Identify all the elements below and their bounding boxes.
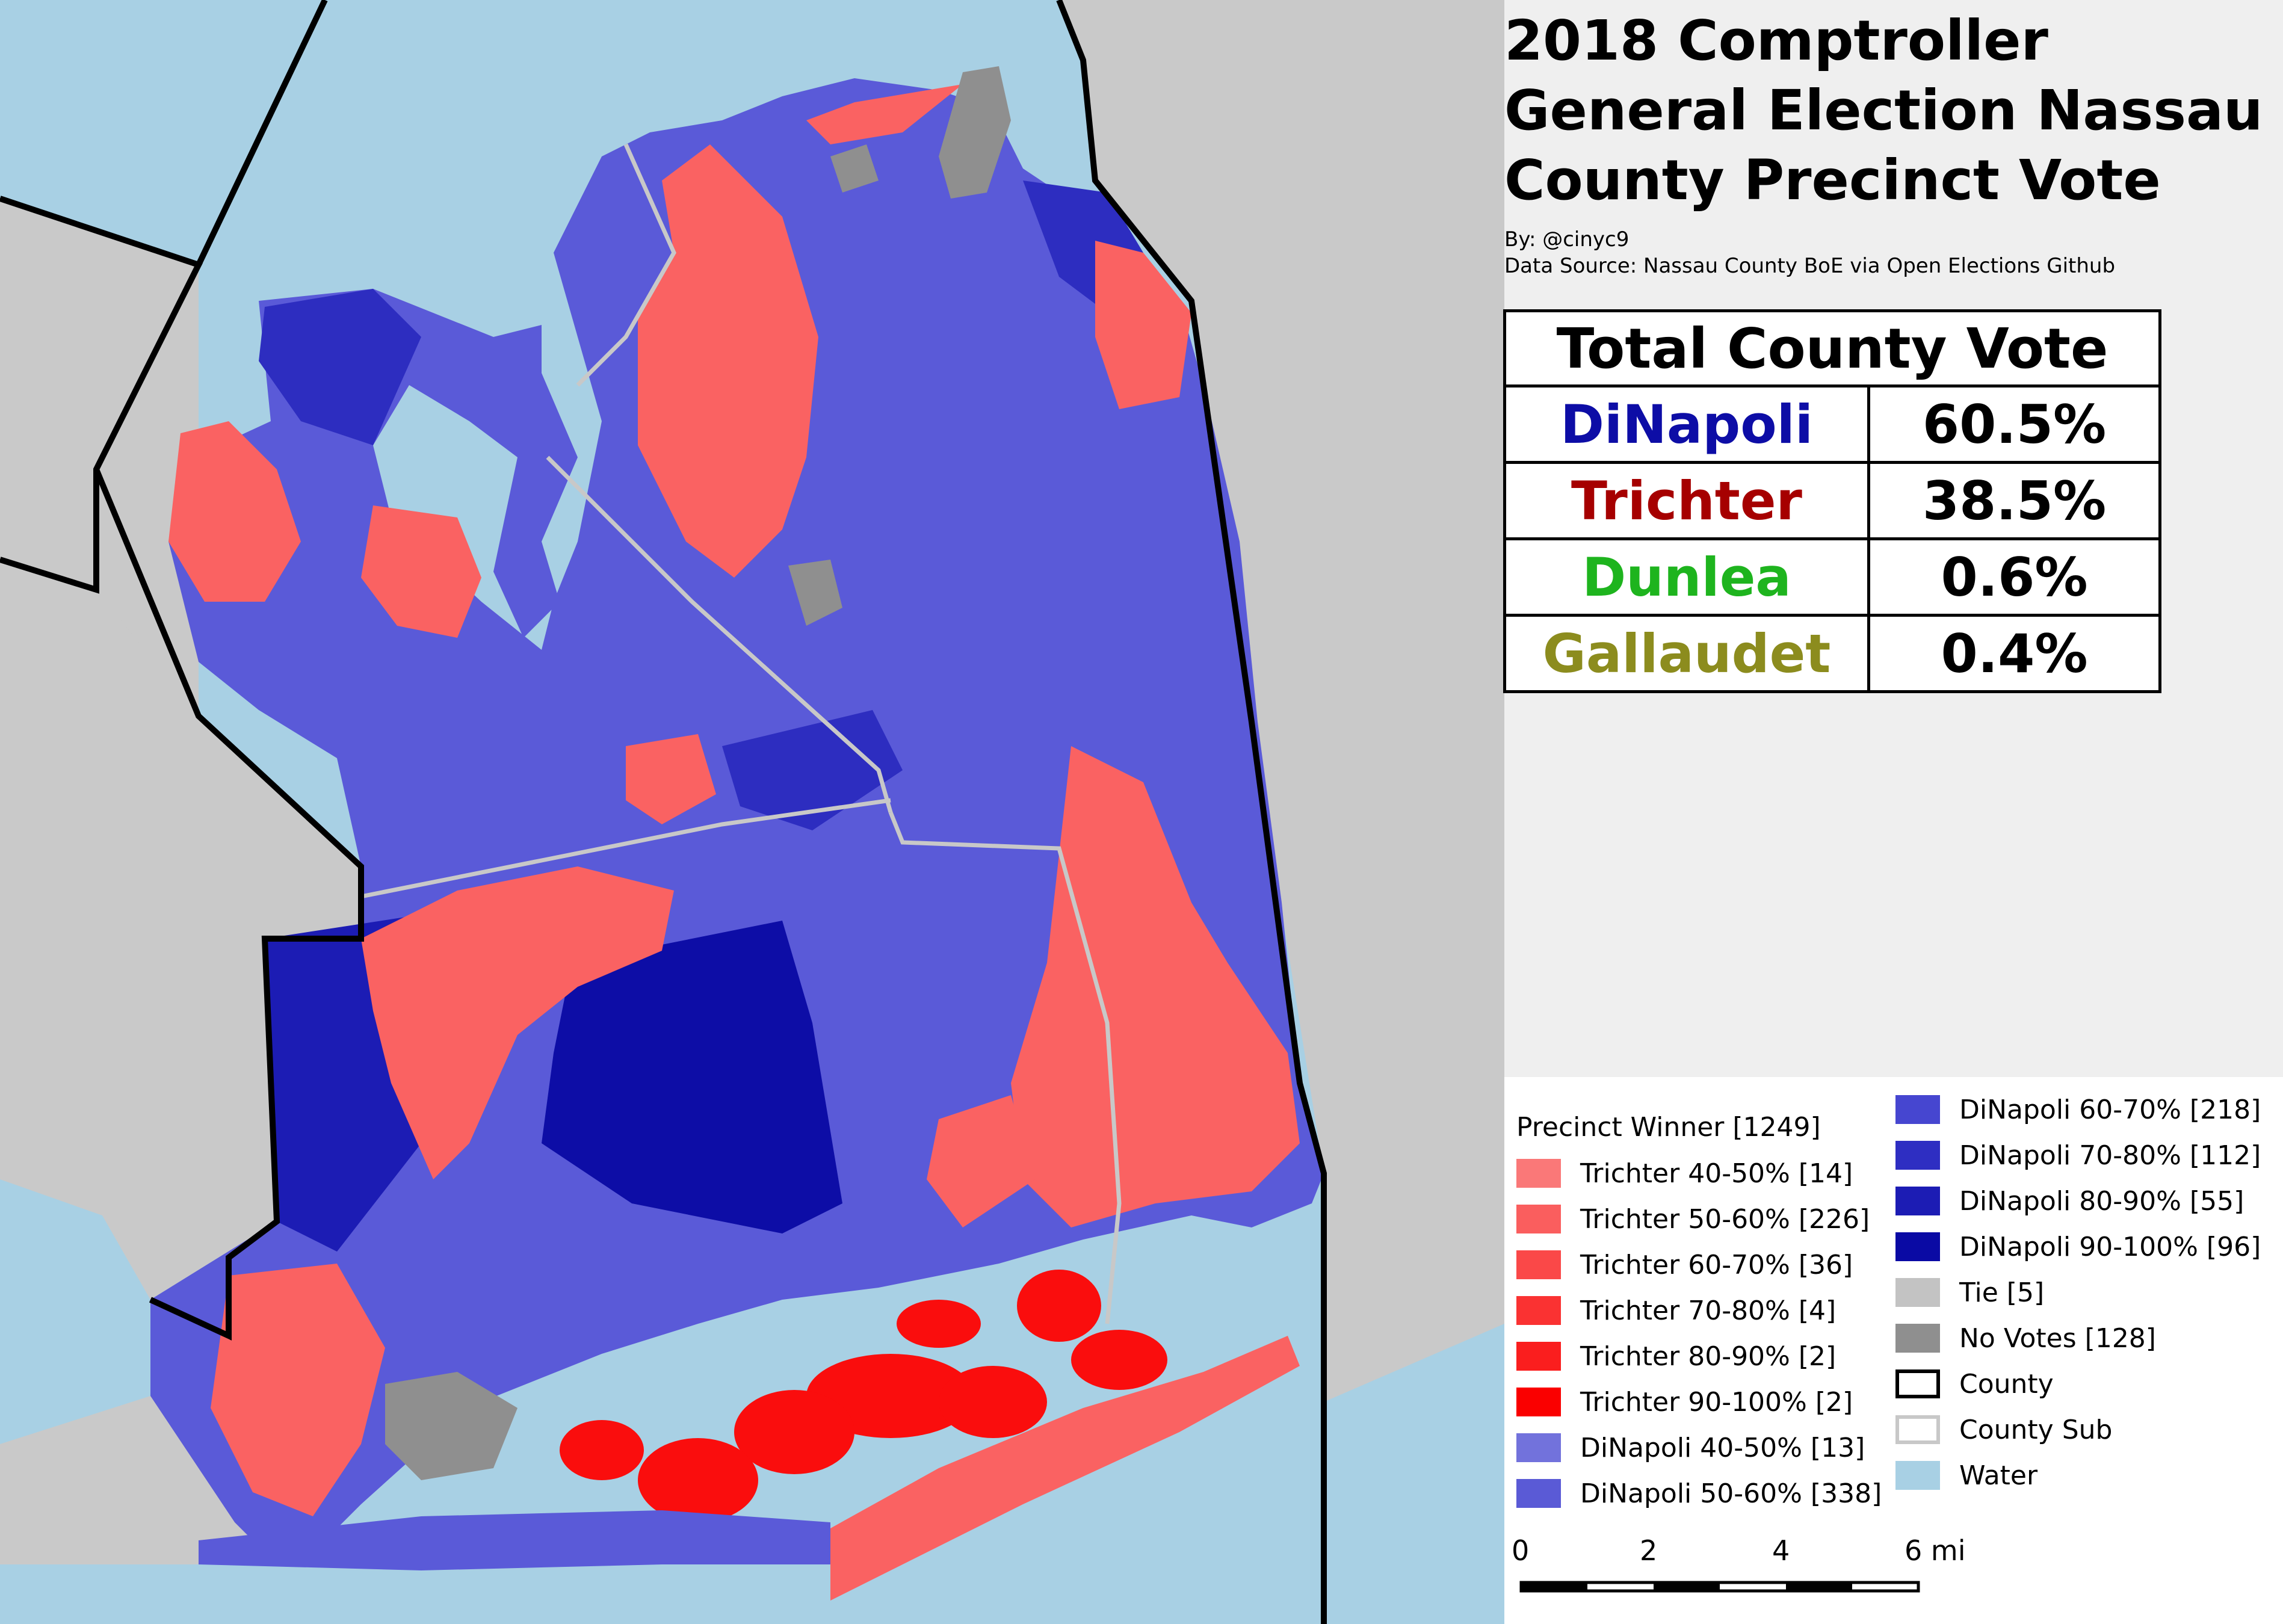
legend-label: Tie [5] — [1959, 1277, 2045, 1308]
legend-item: Trichter 90-100% [2] — [1516, 1379, 1882, 1425]
legend-swatch — [1895, 1415, 1940, 1444]
legend-label: Trichter 70-80% [4] — [1580, 1295, 1837, 1326]
legend-label: DiNapoli 70-80% [112] — [1959, 1140, 2261, 1171]
legend-swatch — [1895, 1369, 1940, 1398]
legend-label: DiNapoli 50-60% [338] — [1580, 1478, 1882, 1509]
legend-swatch — [1516, 1250, 1561, 1279]
legend-label: DiNapoli 90-100% [96] — [1959, 1231, 2261, 1262]
dinapoli-strong-areas — [259, 181, 1143, 1252]
candidate-percent: 60.5% — [1867, 384, 2161, 464]
scale-tick-2: 2 — [1640, 1534, 1658, 1567]
data-source: Data Source: Nassau County BoE via Open … — [1504, 254, 2116, 278]
no-votes-areas — [385, 66, 1011, 1480]
legend-item: Trichter 80-90% [2] — [1516, 1333, 1882, 1379]
legend-swatch — [1516, 1388, 1561, 1416]
long-beach-barrier — [199, 1510, 830, 1570]
legend-item: Trichter 70-80% [4] — [1516, 1288, 1882, 1333]
legend-column-2: DiNapoli 60-70% [218] DiNapoli 70-80% [11… — [1895, 1059, 2261, 1498]
candidate-percent: 38.5% — [1867, 461, 2161, 540]
vote-row-trichter: Trichter 38.5% — [1503, 461, 2161, 540]
legend-item: Tie [5] — [1895, 1270, 2261, 1315]
map-title: 2018 Comptroller General Election Nassau… — [1504, 8, 2263, 212]
vote-row-dunlea: Dunlea 0.6% — [1503, 537, 2161, 617]
legend-label: Trichter 90-100% [2] — [1580, 1386, 1853, 1418]
legend-item: Water — [1895, 1453, 2261, 1498]
legend-item: DiNapoli 40-50% [13] — [1516, 1425, 1882, 1471]
legend-item: County Sub — [1895, 1407, 2261, 1453]
legend-swatch — [1895, 1141, 1940, 1170]
vote-row-gallaudet: Gallaudet 0.4% — [1503, 614, 2161, 693]
legend-item: Trichter 60-70% [36] — [1516, 1242, 1882, 1288]
scale-tick-4: 4 — [1772, 1534, 1790, 1567]
legend-items-2: DiNapoli 60-70% [218] DiNapoli 70-80% [11… — [1895, 1087, 2261, 1498]
candidate-name: Trichter — [1503, 461, 1870, 540]
legend-label: County — [1959, 1368, 2054, 1400]
legend-item: DiNapoli 90-100% [96] — [1895, 1224, 2261, 1270]
candidate-percent: 0.6% — [1867, 537, 2161, 617]
legend-label: Trichter 40-50% [14] — [1580, 1158, 1853, 1189]
legend-label: DiNapoli 60-70% [218] — [1959, 1094, 2261, 1125]
legend-item: DiNapoli 80-90% [55] — [1895, 1178, 2261, 1224]
legend-label: Trichter 50-60% [226] — [1580, 1203, 1870, 1235]
trichter-areas — [168, 84, 1300, 1601]
candidate-name: Dunlea — [1503, 537, 1870, 617]
vote-table-header: Total County Vote — [1503, 309, 2161, 387]
legend-swatch — [1895, 1324, 1940, 1353]
legend-items-1: Trichter 40-50% [14] Trichter 50-60% [226… — [1516, 1150, 1882, 1516]
legend-swatch — [1516, 1479, 1561, 1508]
vote-row-dinapoli: DiNapoli 60.5% — [1503, 384, 2161, 464]
legend-label: Water — [1959, 1460, 2038, 1491]
byline: By: @cinyc9 Data Source: Nassau County B… — [1504, 226, 2115, 279]
legend-label: County Sub — [1959, 1414, 2113, 1445]
legend-label: Trichter 80-90% [2] — [1580, 1341, 1837, 1372]
scale-tick-6: 6 mi — [1905, 1534, 1966, 1567]
total-county-vote-table: Total County Vote DiNapoli 60.5% Trichte… — [1503, 309, 2161, 693]
legend-label: Trichter 60-70% [36] — [1580, 1249, 1853, 1280]
legend-label: No Votes [128] — [1959, 1323, 2156, 1354]
legend-swatch — [1516, 1342, 1561, 1371]
legend-label: DiNapoli 80-90% [55] — [1959, 1185, 2244, 1217]
legend-item: Trichter 50-60% [226] — [1516, 1196, 1882, 1242]
county-lines — [0, 0, 1327, 1624]
map-legend: Precinct Winner [1249] Trichter 40-50% [… — [1504, 1077, 2283, 1522]
legend-item: DiNapoli 50-60% [338] — [1516, 1471, 1882, 1516]
legend-swatch — [1895, 1095, 1940, 1124]
legend-item: Trichter 40-50% [14] — [1516, 1150, 1882, 1196]
candidate-percent: 0.4% — [1867, 614, 2161, 693]
candidate-name: Gallaudet — [1503, 614, 1870, 693]
legend-swatch — [1516, 1159, 1561, 1188]
legend-item: No Votes [128] — [1895, 1315, 2261, 1361]
scale-bar-graphic — [1519, 1581, 1920, 1593]
legend-swatch — [1516, 1433, 1561, 1462]
scale-tick-0: 0 — [1512, 1534, 1530, 1567]
legend-item: County — [1895, 1361, 2261, 1407]
legend-column-1: Precinct Winner [1249] Trichter 40-50% [… — [1516, 1077, 1882, 1516]
legend-label: DiNapoli 40-50% [13] — [1580, 1432, 1865, 1463]
county-sub-lines — [360, 143, 1122, 1324]
legend-swatch — [1516, 1205, 1561, 1233]
legend-swatch — [1516, 1296, 1561, 1325]
legend-swatch — [1895, 1461, 1940, 1490]
precinct-map — [0, 0, 1504, 1624]
legend-item: DiNapoli 60-70% [218] — [1895, 1087, 2261, 1132]
legend-swatch — [1895, 1232, 1940, 1261]
legend-title: Precinct Winner [1249] — [1516, 1112, 1821, 1143]
legend-swatch — [1895, 1187, 1940, 1215]
scale-bar: 0 2 4 6 mi — [1504, 1522, 2283, 1624]
author-credit: By: @cinyc9 — [1504, 227, 1630, 252]
candidate-name: DiNapoli — [1503, 384, 1870, 464]
legend-item: DiNapoli 70-80% [112] — [1895, 1132, 2261, 1178]
legend-swatch — [1895, 1278, 1940, 1307]
marsh-islands — [560, 1270, 1167, 1522]
